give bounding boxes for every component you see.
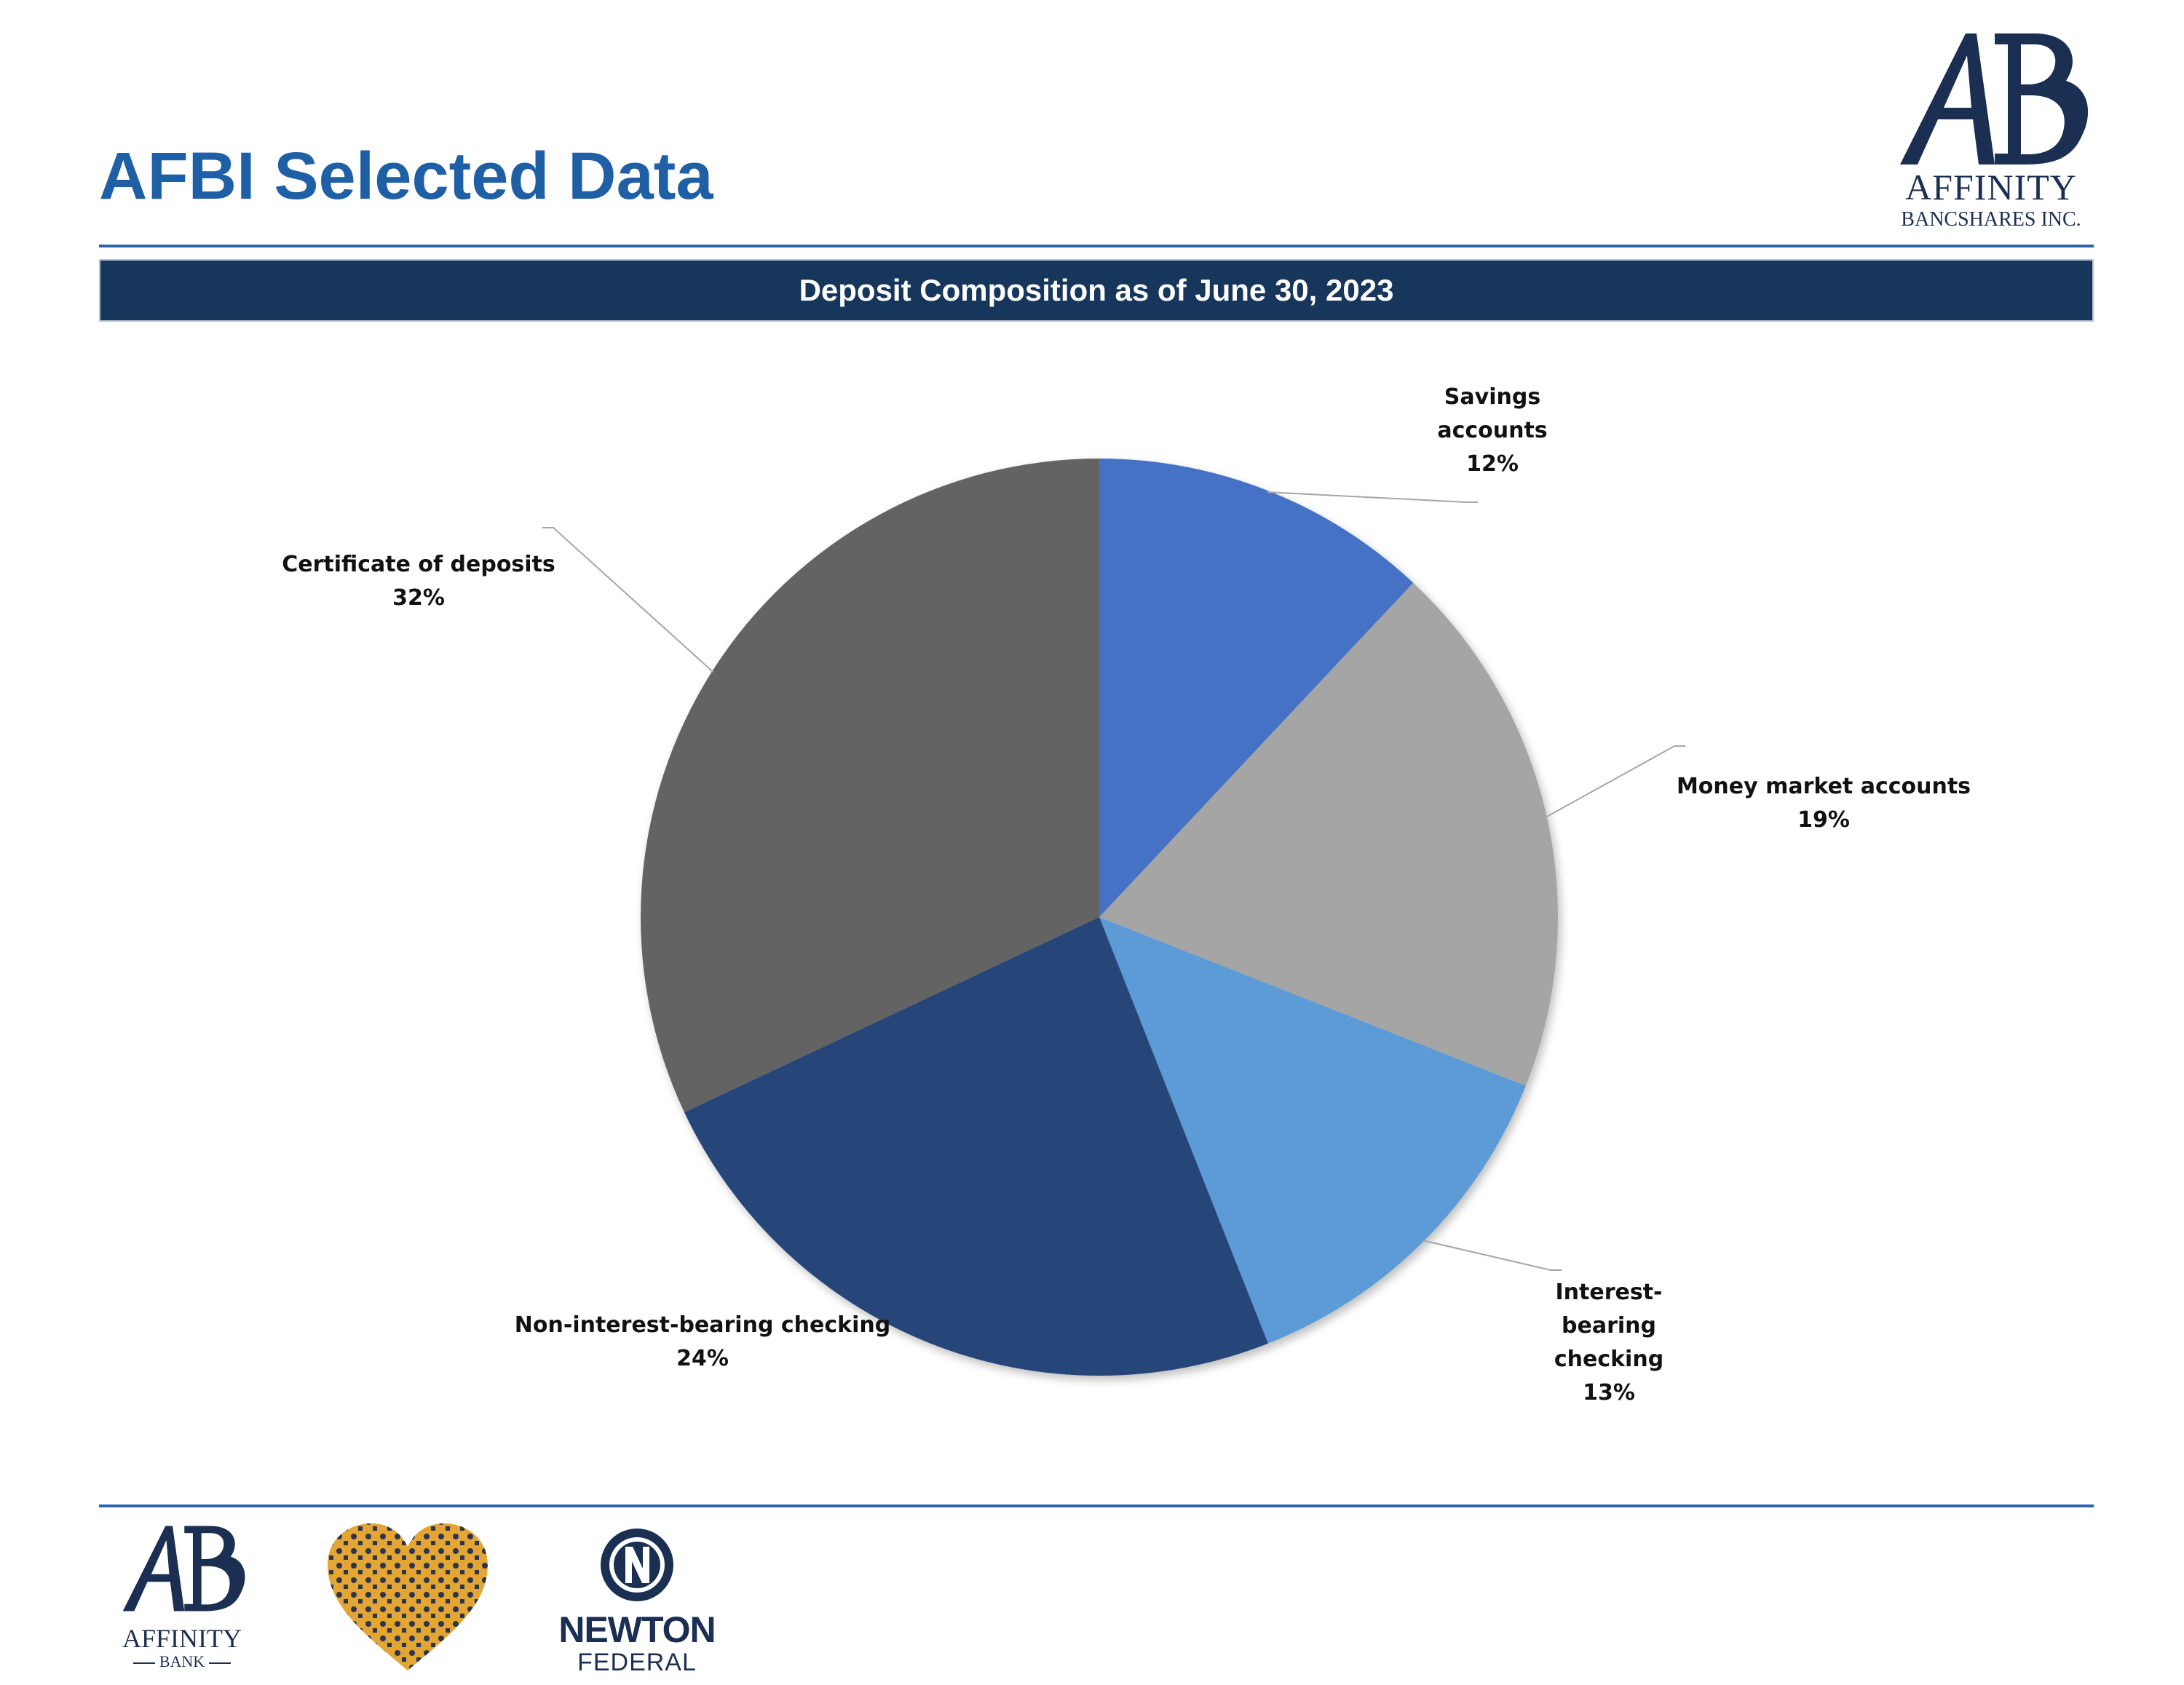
affinity-bank-sub: BANK [109,1652,255,1671]
page-title: AFBI Selected Data [99,139,713,213]
heart-mosaic-logo [320,1518,495,1678]
newton-name: NEWTON [558,1609,716,1650]
deposit-pie-chart: Savings accounts 12% Money market accounts 1… [282,384,1971,1406]
header-divider [99,245,2094,247]
pie-slice-money-market-accounts [1099,582,1559,1086]
footer-divider [99,1504,2094,1507]
slice-label: Savings accounts 12% [1437,384,1547,477]
logo-company-sub: BANCSHARES INC. [1901,208,2081,231]
pie-slice-certificate-of-deposits [641,459,1099,1113]
pie-slice-savings-accounts [1099,459,1414,917]
ab-monogram-icon [122,1526,245,1611]
logo-company-name: AFFINITY [1905,167,2077,207]
heart-icon [328,1523,488,1670]
slice-label: Non-interest-bearing checking 24% [515,1312,890,1371]
affinity-bank-sub-text: BANK [159,1652,205,1670]
ab-monogram-icon [1900,33,2089,164]
leader-line [1545,745,1685,818]
newton-federal-logo: NEWTON FEDERAL [550,1525,724,1678]
chart-title: Deposit Composition as of June 30, 2023 [99,259,2094,322]
newton-sub: FEDERAL [577,1649,697,1676]
newton-n-icon [601,1529,673,1601]
pie-slice-non-interest-bearing-checking [684,917,1268,1376]
affinity-bank-name: AFFINITY [122,1624,242,1653]
leader-line [1422,1240,1562,1271]
slice-label: Interest-bearing checking 13% [1554,1280,1663,1406]
pie-slice-interest-bearing-checking [1099,917,1526,1344]
affinity-bank-logo: AFFINITY BANK [109,1521,255,1674]
slice-label: Money market accounts 19% [1677,774,1971,833]
affinity-bancshares-logo: AFFINITY BANCSHARES INC. [1886,26,2097,237]
leader-line [542,527,714,673]
slice-label: Certificate of deposits 32% [282,552,555,611]
leader-line [1267,491,1478,503]
